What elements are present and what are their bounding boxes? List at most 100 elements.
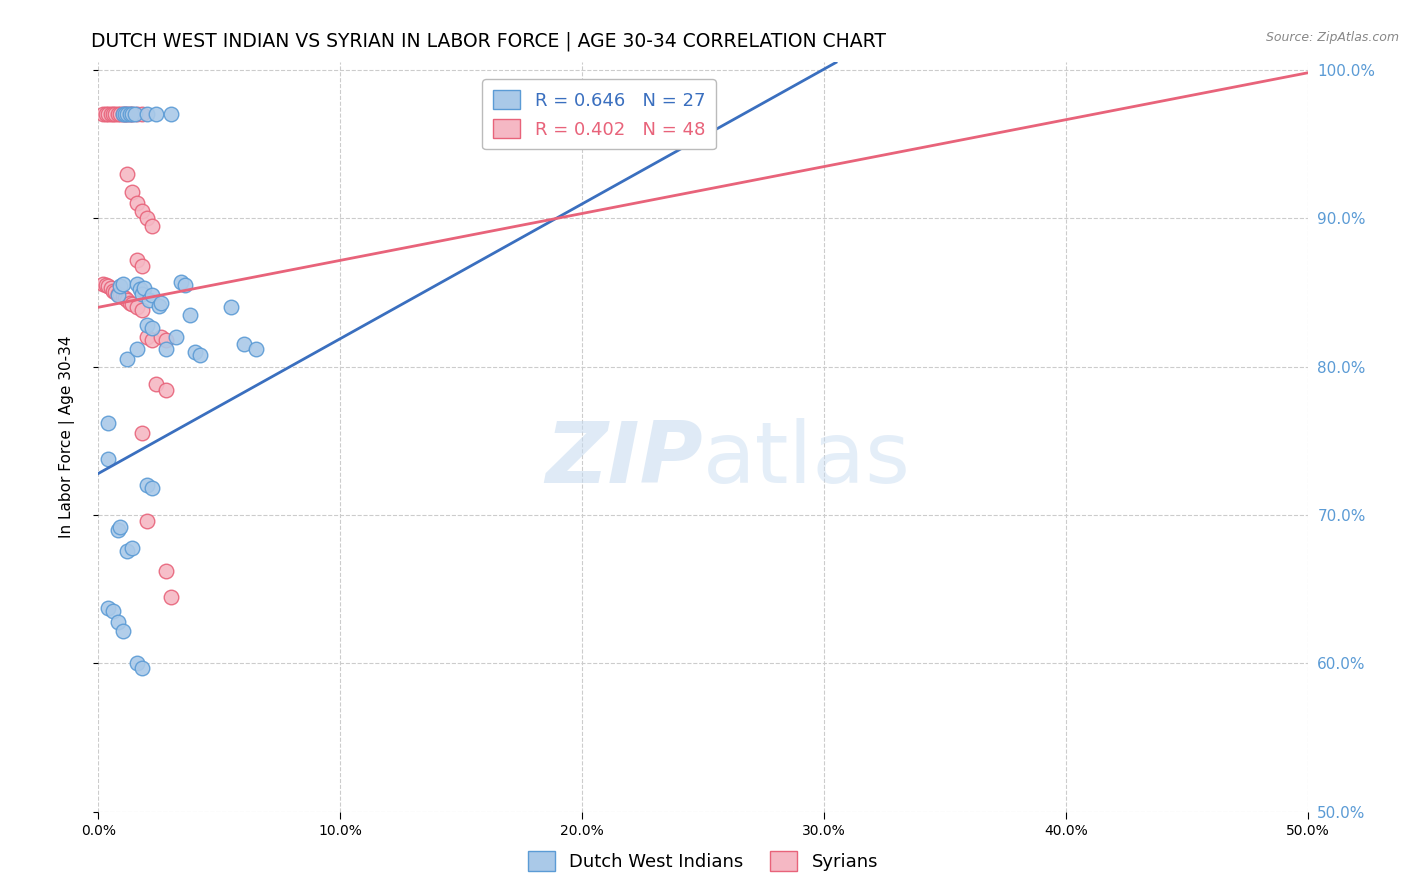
Point bbox=[131, 259, 153, 273]
Point bbox=[135, 330, 157, 344]
Point bbox=[131, 661, 153, 675]
Point bbox=[127, 657, 149, 671]
Point bbox=[141, 333, 163, 347]
Point bbox=[135, 514, 157, 528]
Point bbox=[138, 293, 160, 307]
Point bbox=[107, 286, 129, 301]
Point bbox=[141, 288, 163, 302]
Point bbox=[97, 416, 120, 430]
Point bbox=[107, 615, 129, 629]
Point bbox=[97, 107, 120, 121]
Point bbox=[135, 211, 157, 226]
Point bbox=[97, 451, 120, 466]
Point bbox=[108, 288, 131, 302]
Point bbox=[155, 333, 177, 347]
Point bbox=[108, 107, 131, 121]
Point bbox=[108, 279, 131, 293]
Point bbox=[117, 167, 139, 181]
Point bbox=[134, 281, 156, 295]
Point bbox=[107, 288, 129, 302]
Point bbox=[141, 219, 163, 233]
Point bbox=[155, 565, 177, 579]
Point bbox=[184, 344, 207, 359]
Point bbox=[155, 342, 177, 356]
Point bbox=[121, 541, 143, 555]
Point bbox=[131, 286, 153, 301]
Point bbox=[104, 285, 127, 300]
Point bbox=[111, 107, 134, 121]
Point bbox=[165, 330, 187, 344]
Point bbox=[127, 342, 149, 356]
Y-axis label: In Labor Force | Age 30-34: In Labor Force | Age 30-34 bbox=[59, 335, 75, 539]
Point bbox=[91, 107, 114, 121]
Text: DUTCH WEST INDIAN VS SYRIAN IN LABOR FORCE | AGE 30-34 CORRELATION CHART: DUTCH WEST INDIAN VS SYRIAN IN LABOR FOR… bbox=[91, 31, 886, 51]
Point bbox=[174, 278, 197, 293]
Point bbox=[117, 352, 139, 367]
Point bbox=[108, 520, 131, 534]
Point bbox=[118, 295, 141, 310]
Point bbox=[117, 107, 139, 121]
Point bbox=[97, 279, 120, 293]
Point bbox=[114, 291, 136, 305]
Point bbox=[121, 185, 143, 199]
Point bbox=[121, 107, 143, 121]
Point bbox=[127, 252, 149, 267]
Point bbox=[131, 203, 153, 218]
Point bbox=[668, 107, 690, 121]
Point bbox=[117, 293, 139, 307]
Point bbox=[131, 107, 153, 121]
Point bbox=[131, 303, 153, 318]
Point bbox=[150, 330, 173, 344]
Text: atlas: atlas bbox=[703, 418, 911, 501]
Point bbox=[232, 337, 254, 351]
Point bbox=[97, 601, 120, 615]
Point bbox=[135, 318, 157, 332]
Point bbox=[127, 277, 149, 291]
Point bbox=[221, 300, 243, 314]
Point bbox=[114, 107, 136, 121]
Point bbox=[141, 481, 163, 495]
Point bbox=[117, 107, 139, 121]
Point bbox=[91, 277, 114, 291]
Point bbox=[127, 107, 149, 121]
Point bbox=[188, 348, 211, 362]
Point bbox=[150, 295, 173, 310]
Point bbox=[117, 543, 139, 558]
Point bbox=[121, 297, 143, 311]
Point bbox=[148, 299, 170, 313]
Point bbox=[121, 107, 143, 121]
Point bbox=[94, 107, 117, 121]
Point bbox=[111, 107, 134, 121]
Point bbox=[101, 107, 124, 121]
Point bbox=[127, 196, 149, 211]
Point bbox=[107, 523, 129, 537]
Point bbox=[114, 107, 136, 121]
Point bbox=[111, 624, 134, 638]
Point bbox=[160, 590, 183, 604]
Point bbox=[145, 377, 167, 392]
Point bbox=[111, 277, 134, 291]
Text: ZIP: ZIP bbox=[546, 418, 703, 501]
Point bbox=[124, 107, 146, 121]
Point bbox=[118, 107, 141, 121]
Point bbox=[498, 107, 520, 121]
Point bbox=[160, 107, 183, 121]
Point bbox=[135, 107, 157, 121]
Point bbox=[101, 604, 124, 618]
Point bbox=[107, 107, 129, 121]
Point bbox=[141, 321, 163, 335]
Point bbox=[127, 300, 149, 314]
Legend: R = 0.646   N = 27, R = 0.402   N = 48: R = 0.646 N = 27, R = 0.402 N = 48 bbox=[482, 79, 716, 150]
Point bbox=[101, 284, 124, 298]
Point bbox=[145, 107, 167, 121]
Point bbox=[169, 275, 191, 289]
Point bbox=[104, 107, 127, 121]
Point bbox=[179, 308, 201, 322]
Point bbox=[135, 478, 157, 492]
Point bbox=[100, 107, 122, 121]
Point bbox=[94, 278, 117, 293]
Point bbox=[118, 107, 141, 121]
Text: Source: ZipAtlas.com: Source: ZipAtlas.com bbox=[1265, 31, 1399, 45]
Point bbox=[100, 281, 122, 295]
Legend: Dutch West Indians, Syrians: Dutch West Indians, Syrians bbox=[520, 844, 886, 879]
